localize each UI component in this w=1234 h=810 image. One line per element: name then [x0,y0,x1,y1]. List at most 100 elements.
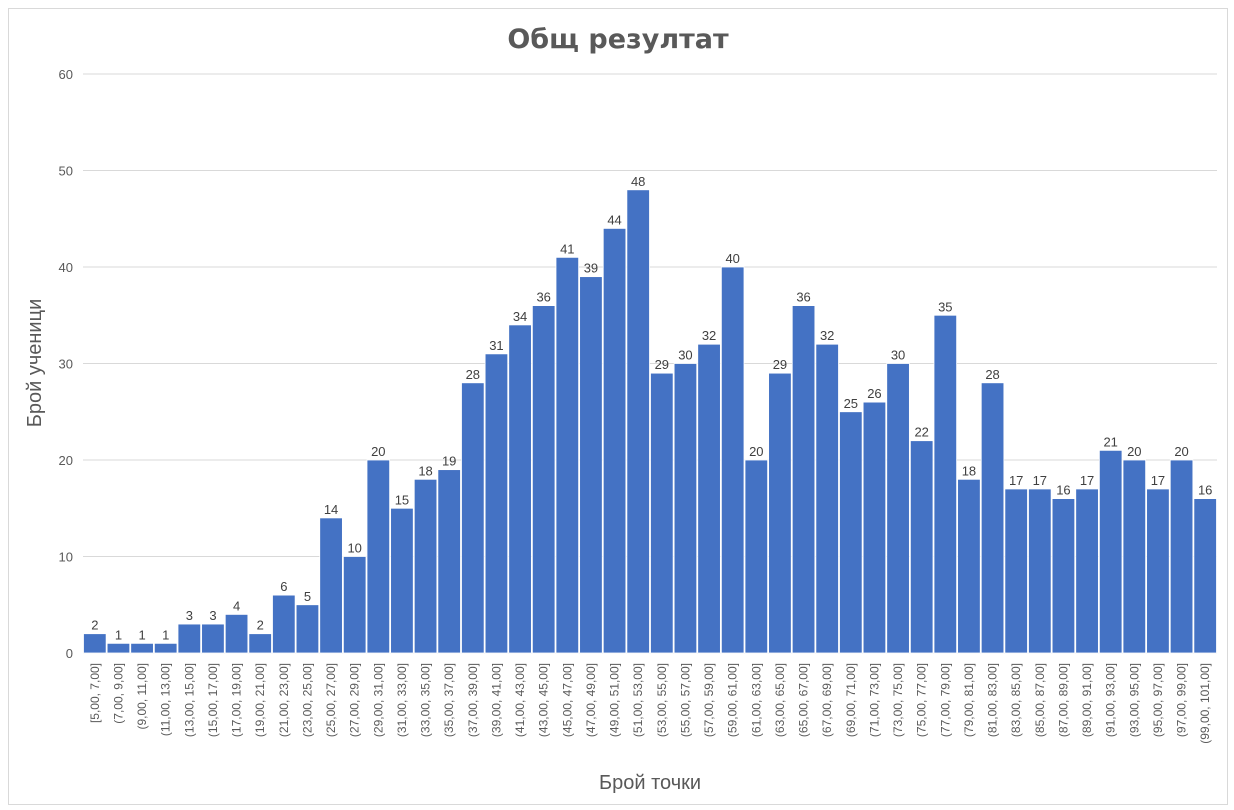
bar [1146,488,1170,654]
x-tick-label: (21,00, 23,00] [277,663,291,737]
bar [319,517,343,654]
bar [1051,498,1076,654]
data-label: 17 [1080,473,1094,488]
x-tick-label: (23,00, 25,00] [300,663,314,737]
y-tick-label: 20 [59,453,73,468]
x-tick-label: (33,00, 35,00] [419,663,433,737]
data-label: 20 [371,444,385,459]
data-label: 28 [466,367,480,382]
data-label: 28 [985,367,999,382]
data-label: 34 [513,309,527,324]
bar [531,305,556,654]
data-label: 17 [1151,473,1165,488]
data-label: 3 [209,608,216,623]
y-tick-label: 30 [59,357,73,372]
bar [366,459,391,654]
data-label: 17 [1033,473,1047,488]
x-tick-label: (63,00, 65,00] [773,663,787,737]
data-label: 44 [607,212,621,227]
bar [272,594,296,654]
x-axis-ticks: [5,00, 7,00] (7,00, 9,00] (9,00, 11,00] (11… [88,663,1212,744]
x-tick-label: (95,00, 97,00] [1151,663,1165,737]
x-tick-label: (87,00, 89,00] [1056,663,1070,737]
x-tick-label: (55,00, 57,00] [678,663,692,737]
x-tick-label: (65,00, 67,00] [797,663,811,737]
data-label: 14 [324,502,338,517]
data-label: 10 [347,541,361,556]
x-tick-label: (89,00, 91,00] [1080,663,1094,737]
data-label: 29 [655,357,669,372]
bar [295,604,320,654]
x-axis-title: Брой точки [599,772,701,794]
x-tick-label: (39,00, 41,00] [489,663,503,737]
data-label: 32 [702,328,716,343]
bar [555,256,580,654]
chart-title: Общ резултат [507,24,729,55]
x-tick-label: (9,00, 11,00] [135,663,149,730]
bar [602,227,627,654]
x-tick-label: (19,00, 21,00] [253,663,267,737]
gridlines [83,73,1217,654]
x-tick-label: (35,00, 37,00] [442,663,456,737]
data-label: 4 [233,598,240,613]
bar [697,343,721,654]
x-tick-label: (47,00, 49,00] [584,663,598,737]
x-tick-label: (49,00, 51,00] [608,663,622,737]
data-label: 22 [914,425,928,440]
x-tick-label: (67,00, 69,00] [820,663,834,737]
y-tick-label: 60 [59,67,73,82]
x-tick-label: [5,00, 7,00] [88,663,102,723]
data-label: 6 [280,579,287,594]
bar [248,633,272,654]
data-label: 17 [1009,473,1023,488]
data-label: 31 [489,338,503,353]
bar [886,363,910,654]
bar [579,276,603,654]
bar [508,324,532,654]
x-tick-label: (81,00, 83,00] [986,663,1000,737]
x-tick-label: (15,00, 17,00] [206,663,220,737]
bar [626,189,650,654]
bar [437,469,461,654]
bar [413,478,438,654]
x-tick-label: (61,00, 63,00] [749,663,763,737]
x-tick-label: (91,00, 93,00] [1104,663,1118,737]
bar [1004,488,1028,654]
bar [909,440,934,654]
bars [83,189,1217,654]
bar [1028,488,1052,654]
data-label: 16 [1056,483,1070,498]
data-label: 5 [304,589,311,604]
x-tick-label: (17,00, 19,00] [230,663,244,737]
data-label: 40 [725,251,739,266]
bar [744,459,769,654]
data-label: 41 [560,241,574,256]
y-tick-label: 40 [59,260,73,275]
data-label: 1 [138,627,145,642]
data-label: 36 [796,290,810,305]
bar [768,372,792,654]
bar [980,382,1005,654]
bar [650,372,674,654]
bar [815,343,839,654]
bar [390,507,414,654]
x-tick-label: (41,00, 43,00] [513,663,527,737]
data-label: 18 [418,463,432,478]
data-label: 20 [749,444,763,459]
bar [862,401,887,654]
y-tick-label: 0 [66,646,73,661]
bar [791,305,816,654]
x-tick-label: (99,00, 101,00] [1198,663,1212,744]
x-tick-label: (57,00, 59,00] [702,663,716,737]
bar [342,556,367,654]
x-tick-label: (43,00, 45,00] [537,663,551,737]
data-label: 1 [115,627,122,642]
bar [1193,498,1217,654]
bar [106,642,131,654]
data-label: 15 [395,492,409,507]
bar [1122,459,1147,654]
x-tick-label: (29,00, 31,00] [371,663,385,737]
x-tick-label: (51,00, 53,00] [631,663,645,737]
bar [484,353,509,654]
